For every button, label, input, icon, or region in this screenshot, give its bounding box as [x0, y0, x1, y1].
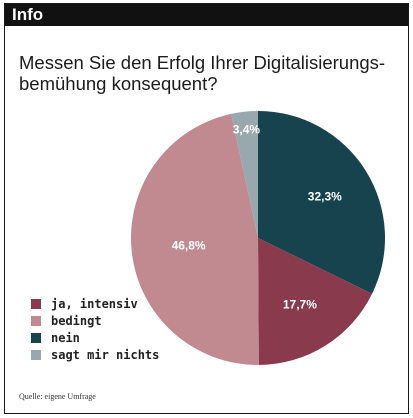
- info-card: Info Messen Sie den Erfolg Ihrer Digital…: [4, 3, 409, 414]
- legend-label: ja, intensiv: [51, 296, 138, 311]
- legend-swatch: [31, 349, 41, 360]
- question-line-1: Messen Sie den Erfolg Ihrer Digitalisier…: [19, 52, 386, 73]
- chart-question: Messen Sie den Erfolg Ihrer Digitalisier…: [19, 52, 399, 94]
- source-note: Quelle: eigene Umfrage: [19, 392, 96, 401]
- pie-slice-ja-intensiv: [258, 238, 373, 365]
- question-line-2: bemühung konsequent?: [19, 73, 218, 94]
- legend-label: sagt mir nichts: [51, 347, 160, 362]
- slice-value-label: 17,7%: [283, 298, 317, 312]
- header-bar: Info: [5, 4, 408, 26]
- slice-value-label: 32,3%: [308, 189, 342, 203]
- chart-legend: ja, intensiv bedingt nein sagt mir nicht…: [31, 295, 159, 363]
- pie-slice-nein: [258, 111, 386, 294]
- legend-item: sagt mir nichts: [31, 346, 159, 363]
- legend-swatch: [31, 315, 41, 326]
- legend-item: nein: [31, 329, 159, 346]
- pie-slice-sagt-mir-nichts: [231, 111, 258, 238]
- pie-slice-bedingt: [131, 113, 259, 366]
- header-title: Info: [12, 5, 44, 24]
- legend-item: ja, intensiv: [31, 295, 159, 312]
- legend-swatch: [31, 332, 41, 343]
- legend-item: bedingt: [31, 312, 159, 329]
- slice-value-label: 46,8%: [172, 239, 206, 253]
- slice-value-label: 3,4%: [233, 122, 261, 136]
- legend-label: nein: [51, 330, 80, 345]
- pie-chart: 32,3% 17,7% 46,8% 3,4%: [131, 111, 386, 366]
- legend-swatch: [31, 298, 41, 309]
- legend-label: bedingt: [51, 313, 102, 328]
